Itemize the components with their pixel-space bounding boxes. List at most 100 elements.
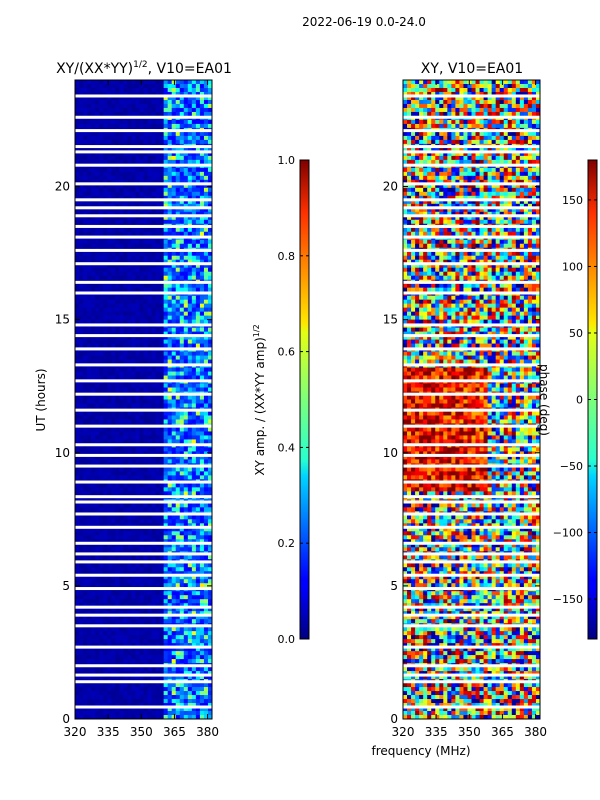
- heatmap-cell: [111, 419, 116, 425]
- heatmap-cell: [139, 563, 145, 568]
- heatmap-cell: [103, 487, 108, 492]
- heatmap-cell: [119, 351, 124, 357]
- heatmap-cell: [155, 403, 161, 409]
- heatmap-cell: [171, 531, 177, 536]
- heatmap-cell: [99, 267, 104, 273]
- heatmap-cell: [159, 355, 165, 361]
- heatmap-cell: [107, 459, 112, 464]
- heatmap-cell: [91, 491, 96, 496]
- heatmap-cell: [155, 367, 161, 373]
- heatmap-cell: [135, 303, 141, 309]
- heatmap-cell: [119, 355, 124, 361]
- heatmap-cell: [155, 483, 161, 488]
- heatmap-cell: [147, 183, 153, 189]
- heatmap-cell: [163, 639, 169, 644]
- heatmap-cell: [103, 575, 108, 580]
- heatmap-cell: [99, 171, 104, 177]
- heatmap-cell: [151, 239, 157, 245]
- heatmap-cell: [195, 183, 201, 189]
- heatmap-cell: [187, 539, 193, 544]
- heatmap-cell: [135, 263, 141, 269]
- heatmap-cell: [131, 231, 137, 237]
- heatmap-cell: [207, 187, 212, 193]
- heatmap-cell: [135, 547, 141, 552]
- heatmap-cell: [135, 439, 141, 445]
- heatmap-cell: [155, 383, 161, 389]
- heatmap-cell: [99, 619, 104, 624]
- heatmap-cell: [91, 531, 96, 536]
- heatmap-cell: [159, 203, 165, 209]
- heatmap-cell: [135, 575, 141, 580]
- heatmap-cell: [115, 539, 120, 544]
- heatmap-cell: [123, 563, 128, 568]
- heatmap-cell: [155, 607, 161, 612]
- heatmap-cell: [167, 639, 173, 644]
- heatmap-cell: [83, 543, 88, 548]
- heatmap-cell: [127, 591, 133, 596]
- heatmap-cell: [87, 319, 92, 325]
- heatmap-cell: [119, 631, 124, 636]
- heatmap-cell: [199, 531, 205, 536]
- heatmap-cell: [131, 539, 137, 544]
- heatmap-cell: [159, 627, 165, 632]
- heatmap-cell: [103, 635, 108, 640]
- heatmap-cell: [135, 451, 141, 457]
- heatmap-cell: [147, 539, 153, 544]
- heatmap-cell: [147, 491, 153, 496]
- heatmap-cell: [203, 383, 209, 389]
- heatmap-cell: [135, 147, 141, 153]
- heatmap-cell: [99, 427, 104, 433]
- heatmap-cell: [107, 487, 112, 492]
- heatmap-cell: [159, 427, 165, 433]
- heatmap-cell: [155, 627, 161, 632]
- heatmap-cell: [139, 271, 145, 277]
- heatmap-cell: [207, 155, 212, 161]
- heatmap-cell: [207, 175, 212, 181]
- heatmap-cell: [103, 171, 108, 177]
- heatmap-cell: [127, 651, 133, 656]
- heatmap-cell: [75, 507, 80, 512]
- heatmap-cell: [203, 639, 209, 644]
- heatmap-cell: [175, 119, 181, 125]
- heatmap-cell: [151, 619, 157, 624]
- heatmap-cell: [139, 659, 145, 664]
- heatmap-cell: [99, 491, 104, 496]
- heatmap-cell: [163, 635, 169, 640]
- heatmap-cell: [103, 655, 108, 660]
- heatmap-cell: [183, 123, 189, 129]
- heatmap-cell: [159, 591, 165, 596]
- heatmap-cell: [187, 311, 193, 317]
- heatmap-cell: [187, 171, 193, 177]
- heatmap-cell: [179, 547, 185, 552]
- heatmap-cell: [83, 195, 88, 201]
- heatmap-cell: [127, 403, 133, 409]
- heatmap-cell: [107, 427, 112, 433]
- heatmap-cell: [199, 555, 205, 560]
- heatmap-cell: [155, 259, 161, 265]
- heatmap-cell: [79, 487, 84, 492]
- heatmap-cell: [195, 515, 201, 520]
- heatmap-cell: [187, 603, 193, 608]
- heatmap-cell: [195, 523, 201, 528]
- heatmap-cell: [139, 83, 145, 89]
- heatmap-cell: [199, 80, 205, 85]
- heatmap-cell: [183, 487, 189, 492]
- heatmap-cell: [127, 607, 133, 612]
- heatmap-cell: [123, 375, 128, 381]
- heatmap-cell: [115, 111, 120, 117]
- heatmap-cell: [107, 147, 112, 153]
- heatmap-cell: [203, 375, 209, 381]
- heatmap-cell: [119, 271, 124, 277]
- heatmap-cell: [151, 515, 157, 520]
- heatmap-cell: [123, 331, 128, 337]
- heatmap-cell: [183, 111, 189, 117]
- heatmap-cell: [159, 459, 165, 464]
- heatmap-cell: [87, 491, 92, 496]
- heatmap-cell: [123, 171, 128, 177]
- heatmap-cell: [123, 131, 128, 137]
- heatmap-cell: [115, 231, 120, 237]
- heatmap-cell: [179, 215, 185, 221]
- heatmap-cell: [155, 339, 161, 345]
- heatmap-cell: [83, 319, 88, 325]
- heatmap-cell: [183, 655, 189, 660]
